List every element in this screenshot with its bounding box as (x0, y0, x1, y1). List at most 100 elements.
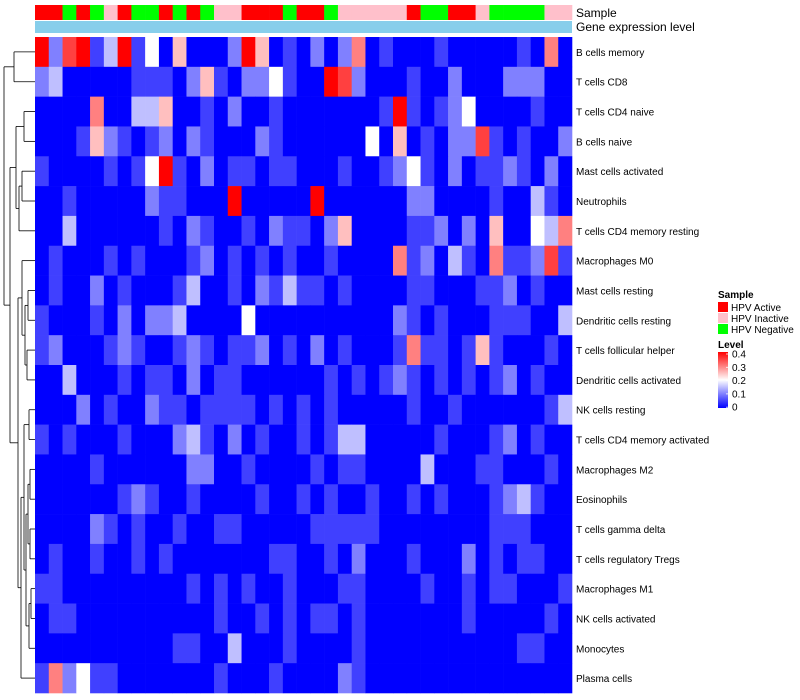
heatmap-cell (296, 156, 311, 187)
heatmap-cell (475, 66, 490, 97)
heatmap-cell (186, 573, 201, 604)
heatmap-cell (282, 305, 297, 336)
heatmap-cell (310, 663, 325, 694)
heatmap-cell (461, 37, 476, 68)
heatmap-cell (241, 156, 256, 187)
heatmap-cell (351, 514, 366, 545)
heatmap-cell (296, 126, 311, 157)
heatmap-cell (282, 603, 297, 634)
heatmap-cell (434, 663, 449, 694)
heatmap-cell (269, 245, 284, 276)
sample-annotation-cell (337, 5, 352, 20)
heatmap-cell (172, 186, 187, 217)
heatmap-cell (200, 514, 215, 545)
heatmap-cell (48, 365, 63, 396)
heatmap-cell (379, 633, 394, 664)
heatmap-cell (475, 335, 490, 366)
heatmap-cell (241, 96, 256, 127)
sample-annotation-cell (558, 5, 573, 20)
heatmap-cell (117, 335, 132, 366)
heatmap-cell (227, 156, 242, 187)
heatmap-cell (516, 37, 531, 68)
heatmap-cell (117, 484, 132, 515)
heatmap-cell (296, 573, 311, 604)
heatmap-cell (76, 66, 91, 97)
heatmap-cell (393, 96, 408, 127)
heatmap-cell (103, 573, 118, 604)
heatmap-cell (131, 335, 146, 366)
heatmap-cell (186, 543, 201, 575)
heatmap-cell (461, 484, 476, 515)
heatmap-cell (393, 66, 408, 97)
heatmap-cell (324, 66, 339, 97)
row-label: B cells naive (576, 137, 633, 148)
heatmap-cell (158, 37, 173, 68)
heatmap-cell (158, 543, 173, 575)
heatmap-cell (503, 633, 518, 664)
heatmap-cell (337, 215, 352, 247)
heatmap-cell (461, 454, 476, 485)
heatmap-cell (103, 96, 118, 127)
heatmap-cell (489, 603, 504, 634)
heatmap-cell (420, 37, 435, 68)
heatmap-cell (103, 275, 118, 306)
heatmap-cell (255, 514, 270, 545)
heatmap-cell (448, 186, 463, 217)
heatmap-cell (131, 96, 146, 127)
heatmap-cell (117, 514, 132, 545)
heatmap-cell (186, 365, 201, 396)
sample-annotation-label: Sample (576, 6, 617, 20)
heatmap-cell (186, 454, 201, 485)
heatmap-cell (62, 394, 77, 425)
heatmap-cell (337, 394, 352, 425)
sample-annotation-cell (448, 5, 463, 20)
heatmap-cell (324, 603, 339, 634)
heatmap-cell (131, 573, 146, 604)
heatmap-cell (35, 305, 50, 336)
heatmap-cell (269, 335, 284, 366)
heatmap-cell (351, 215, 366, 247)
heatmap-cell (227, 335, 242, 366)
heatmap-cell (117, 633, 132, 664)
heatmap-cell (158, 484, 173, 515)
heatmap-cell (351, 245, 366, 276)
heatmap-cell (214, 275, 229, 306)
heatmap-cell (544, 215, 559, 247)
heatmap-cell (241, 335, 256, 366)
heatmap-cell (461, 275, 476, 306)
heatmap-cell (35, 126, 50, 157)
sample-annotation-cell (379, 5, 394, 20)
heatmap-cell (214, 126, 229, 157)
heatmap-cell (503, 514, 518, 545)
heatmap-cell (324, 365, 339, 396)
heatmap-cell (530, 484, 545, 515)
heatmap-cell (296, 454, 311, 485)
heatmap-cell (62, 245, 77, 276)
heatmap-cells (35, 37, 573, 694)
heatmap-cell (241, 275, 256, 306)
heatmap-cell (227, 275, 242, 306)
heatmap-cell (406, 186, 421, 217)
heatmap-cell (158, 245, 173, 276)
heatmap-cell (544, 335, 559, 366)
heatmap-cell (461, 335, 476, 366)
heatmap-cell (35, 633, 50, 664)
sample-annotation-bar (35, 5, 573, 20)
heatmap-cell (434, 305, 449, 336)
heatmap-cell (310, 96, 325, 127)
heatmap-cell (35, 365, 50, 396)
heatmap-cell (227, 365, 242, 396)
heatmap-cell (186, 424, 201, 455)
heatmap-cell (227, 245, 242, 276)
heatmap-cell (489, 573, 504, 604)
heatmap-cell (420, 305, 435, 336)
heatmap-cell (365, 514, 380, 545)
heatmap-cell (241, 245, 256, 276)
heatmap-cell (158, 96, 173, 127)
heatmap-cell (379, 215, 394, 247)
heatmap-cell (516, 305, 531, 336)
heatmap-cell (503, 96, 518, 127)
heatmap-cell (448, 514, 463, 545)
heatmap-cell (489, 663, 504, 694)
